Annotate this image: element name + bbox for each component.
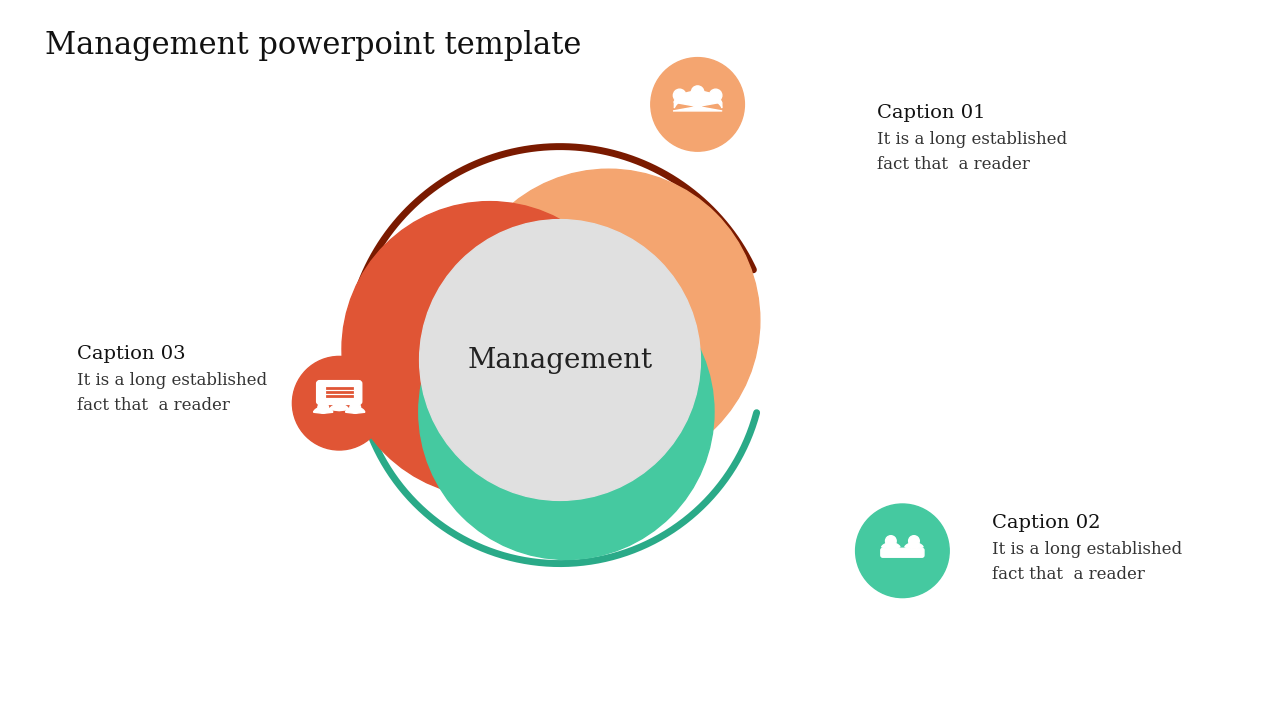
Circle shape (855, 504, 950, 598)
Text: Management powerpoint template: Management powerpoint template (45, 30, 581, 61)
Text: It is a long established
fact that  a reader: It is a long established fact that a rea… (992, 541, 1183, 583)
Polygon shape (673, 91, 722, 111)
Circle shape (420, 220, 700, 500)
Circle shape (317, 402, 329, 413)
Circle shape (886, 536, 896, 546)
Polygon shape (329, 405, 349, 410)
Text: Caption 03: Caption 03 (77, 345, 186, 363)
Circle shape (349, 402, 361, 413)
Polygon shape (346, 407, 365, 413)
Text: Caption 01: Caption 01 (877, 104, 986, 122)
Circle shape (334, 400, 344, 410)
Polygon shape (882, 543, 900, 549)
Circle shape (457, 169, 760, 472)
Circle shape (691, 86, 704, 99)
Circle shape (342, 202, 637, 497)
Circle shape (909, 536, 919, 546)
Text: Caption 02: Caption 02 (992, 514, 1101, 532)
Text: Management: Management (467, 346, 653, 374)
FancyBboxPatch shape (316, 381, 362, 405)
Circle shape (292, 356, 387, 450)
Text: It is a long established
fact that  a reader: It is a long established fact that a rea… (77, 372, 268, 414)
Polygon shape (314, 407, 333, 413)
Polygon shape (905, 543, 923, 549)
Circle shape (419, 264, 714, 559)
Circle shape (673, 89, 686, 102)
Text: It is a long established
fact that  a reader: It is a long established fact that a rea… (877, 131, 1068, 173)
FancyBboxPatch shape (881, 548, 924, 557)
Circle shape (650, 58, 745, 151)
Circle shape (709, 89, 722, 102)
